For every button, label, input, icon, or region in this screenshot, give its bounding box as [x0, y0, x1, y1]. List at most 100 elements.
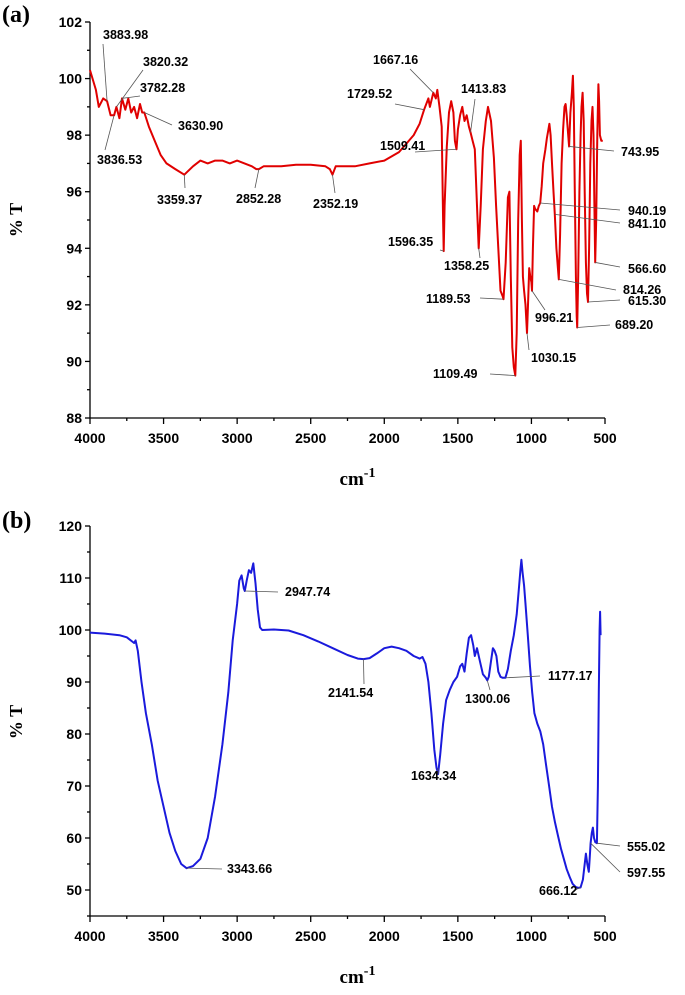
peak-leader-line — [414, 148, 457, 153]
peak-label: 597.55 — [627, 866, 665, 880]
y-tick-label: 92 — [66, 297, 82, 313]
x-tick-label: 3500 — [148, 430, 179, 446]
peak-label: 3630.90 — [178, 119, 223, 133]
peak-label: 1667.16 — [373, 53, 418, 67]
peak-label: 2852.28 — [236, 192, 281, 206]
x-tick-label: 2000 — [369, 430, 400, 446]
peak-label: 1177.17 — [548, 669, 593, 683]
x-tick-label: 3000 — [222, 928, 253, 944]
peak-leader-line — [244, 590, 279, 593]
peak-leader-line — [558, 279, 617, 291]
peak-leader-line — [183, 174, 186, 189]
peak-label: 814.26 — [623, 283, 661, 297]
x-tick-label: 2500 — [295, 430, 326, 446]
peak-label: 1358.25 — [444, 259, 489, 273]
x-axis-label: cm-1 — [340, 466, 376, 490]
y-tick-label: 120 — [59, 518, 83, 534]
peak-leader-line — [526, 333, 530, 351]
peak-label: 3359.37 — [157, 193, 202, 207]
peak-leader-line — [102, 43, 108, 102]
peak-label: 1729.52 — [347, 87, 392, 101]
x-tick-label: 500 — [593, 928, 617, 944]
peak-leader-line — [332, 174, 336, 194]
y-tick-label: 96 — [66, 184, 82, 200]
peak-leader-line — [363, 659, 365, 685]
peak-label: 615.30 — [628, 294, 666, 308]
x-axis-label-superscript: -1 — [364, 964, 376, 979]
peak-leader-line — [254, 169, 260, 189]
panel-label: (b) — [2, 508, 31, 534]
y-tick-label: 80 — [66, 726, 82, 742]
y-tick-label: 110 — [59, 570, 82, 586]
x-axis-label-superscript: -1 — [364, 466, 376, 481]
peak-leader-line — [144, 112, 173, 126]
peak-leader-line — [596, 842, 621, 847]
peak-label: 666.12 — [539, 884, 577, 898]
peak-leader-line — [588, 299, 621, 303]
peak-leader-line — [479, 297, 504, 300]
peak-label: 996.21 — [535, 311, 573, 325]
x-tick-label: 1000 — [516, 430, 547, 446]
peak-label: 3883.98 — [103, 28, 148, 42]
x-tick-label: 2000 — [369, 928, 400, 944]
y-tick-label: 90 — [66, 674, 82, 690]
peak-label: 1509.41 — [380, 139, 425, 153]
peak-label: 2141.54 — [328, 686, 373, 700]
peak-leader-line — [540, 202, 621, 211]
spectrum-line — [89, 558, 602, 889]
peak-leader-line — [574, 887, 581, 891]
y-tick-label: 50 — [66, 882, 82, 898]
y-tick-label: 100 — [59, 71, 83, 87]
peak-leader-line — [590, 842, 621, 873]
y-tick-label: 90 — [66, 353, 82, 369]
peak-leader-line — [554, 213, 621, 224]
peak-label: 689.20 — [615, 318, 653, 332]
peak-leader-line — [116, 69, 144, 108]
panel-label: (a) — [2, 2, 30, 28]
peak-leader-line — [531, 290, 546, 311]
peak-label: 1596.35 — [388, 235, 433, 249]
x-tick-label: 500 — [593, 430, 617, 446]
x-tick-label: 2500 — [295, 928, 326, 944]
chart-panel-b: (b) 50 60 70 80 90 100 110 120 4000 3500 3000 2500 20… — [2, 508, 665, 988]
peak-label: 3836.53 — [97, 153, 142, 167]
peak-label: 2352.19 — [313, 197, 358, 211]
x-tick-label: 1000 — [516, 928, 547, 944]
y-axis-label: % T — [6, 203, 26, 237]
spectrum-line — [89, 69, 603, 377]
y-tick-label: 98 — [66, 127, 82, 143]
chart-panel-a: (a) 88 90 92 94 96 98 100 102 4000 3500 3000 2500 200… — [2, 2, 666, 490]
peak-leader-line — [486, 680, 491, 691]
peak-label: 1109.49 — [433, 367, 478, 381]
peak-leader-line — [186, 867, 223, 870]
x-tick-label: 3000 — [222, 430, 253, 446]
peak-label: 743.95 — [621, 145, 659, 159]
peak-label: 841.10 — [628, 217, 666, 231]
x-tick-label: 4000 — [74, 928, 105, 944]
peak-label: 555.02 — [627, 840, 665, 854]
y-tick-label: 94 — [66, 240, 82, 256]
peak-leader-line — [409, 68, 434, 93]
peak-label: 3782.28 — [140, 81, 185, 95]
y-tick-label: 60 — [66, 830, 82, 846]
y-tick-label: 102 — [59, 14, 83, 30]
x-axis-label: cm-1 — [340, 964, 376, 988]
peak-label: 1189.53 — [426, 292, 471, 306]
x-tick-label: 3500 — [148, 928, 179, 944]
y-tick-label: 70 — [66, 778, 82, 794]
peak-label: 1300.06 — [465, 692, 510, 706]
peak-label: 1030.15 — [531, 351, 576, 365]
x-tick-label: 1500 — [442, 430, 473, 446]
peak-leader-line — [104, 115, 115, 151]
peak-leader-line — [595, 262, 621, 268]
peak-leader-line — [478, 248, 481, 259]
peak-leader-line — [121, 95, 141, 99]
peak-label: 940.19 — [628, 204, 666, 218]
y-tick-label: 100 — [59, 622, 83, 638]
x-tick-label: 4000 — [74, 430, 105, 446]
peak-leader-line — [577, 324, 611, 328]
peak-leader-line — [439, 249, 444, 252]
peak-label: 566.60 — [628, 262, 666, 276]
peak-leader-line — [569, 146, 615, 152]
